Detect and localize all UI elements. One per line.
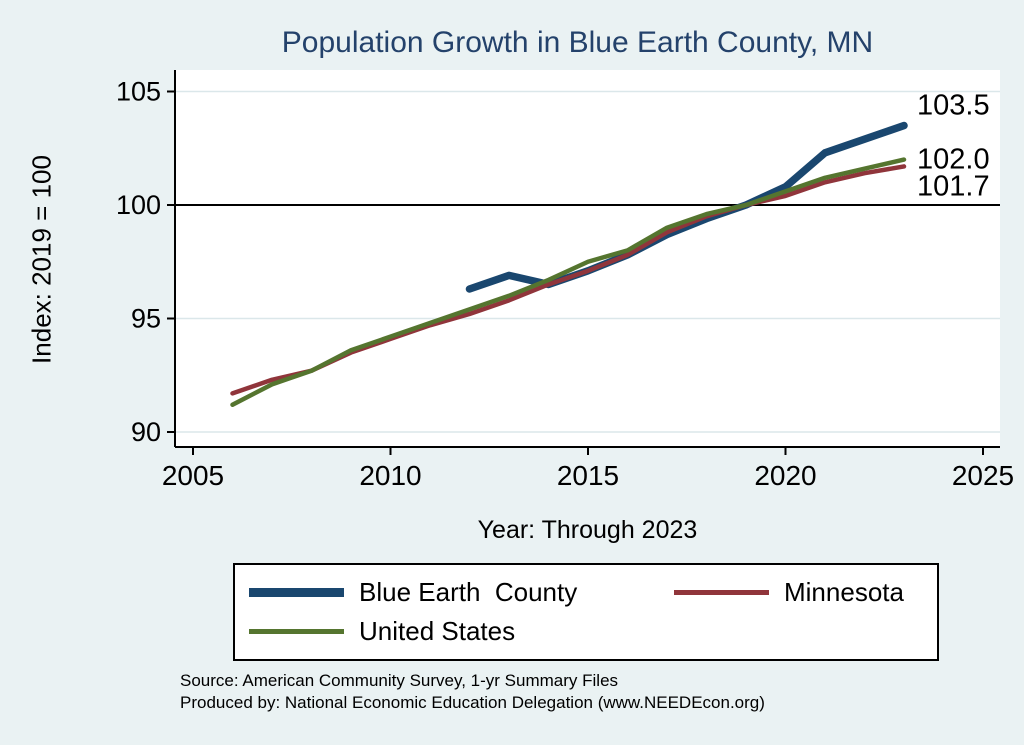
end-label: 102.0 bbox=[917, 144, 990, 176]
plot-area: 90 95 100 105 2005 2010 2015 2020 2025 103.5 102.0… bbox=[116, 70, 1014, 491]
legend-label: United States bbox=[359, 616, 516, 646]
legend-label: Minnesota bbox=[784, 577, 904, 607]
y-tick-label: 105 bbox=[116, 77, 161, 107]
x-axis-label: Year: Through 2023 bbox=[477, 516, 698, 544]
legend-swatch bbox=[249, 588, 344, 597]
legend-swatch bbox=[249, 629, 344, 634]
x-tick-label: 2015 bbox=[557, 460, 619, 491]
end-label: 101.7 bbox=[917, 170, 990, 202]
legend-label: Blue Earth County bbox=[359, 577, 578, 607]
source-notes: Source: American Community Survey, 1-yr … bbox=[180, 670, 765, 714]
legend-item: Minnesota bbox=[674, 577, 937, 608]
chart-title: Population Growth in Blue Earth County, … bbox=[281, 26, 874, 59]
x-tick-label: 2010 bbox=[359, 460, 421, 491]
produced-by-note: Produced by: National Economic Education… bbox=[180, 693, 765, 712]
series-line-united-states bbox=[230, 157, 907, 408]
legend-item: United States bbox=[249, 616, 674, 647]
x-tick-label: 2005 bbox=[162, 460, 224, 491]
y-tick-label: 90 bbox=[131, 417, 161, 447]
legend-swatch bbox=[674, 590, 769, 595]
x-tick-label: 2025 bbox=[952, 460, 1014, 491]
source-note: Source: American Community Survey, 1-yr … bbox=[180, 671, 619, 690]
legend: Blue Earth County Minnesota United States bbox=[233, 563, 939, 661]
legend-item: Blue Earth County bbox=[249, 577, 674, 608]
x-tick-label: 2020 bbox=[754, 460, 816, 491]
y-tick-label: 100 bbox=[116, 190, 161, 220]
end-label: 103.5 bbox=[917, 90, 990, 122]
y-tick-label: 95 bbox=[131, 304, 161, 334]
plot-background bbox=[175, 70, 1000, 447]
